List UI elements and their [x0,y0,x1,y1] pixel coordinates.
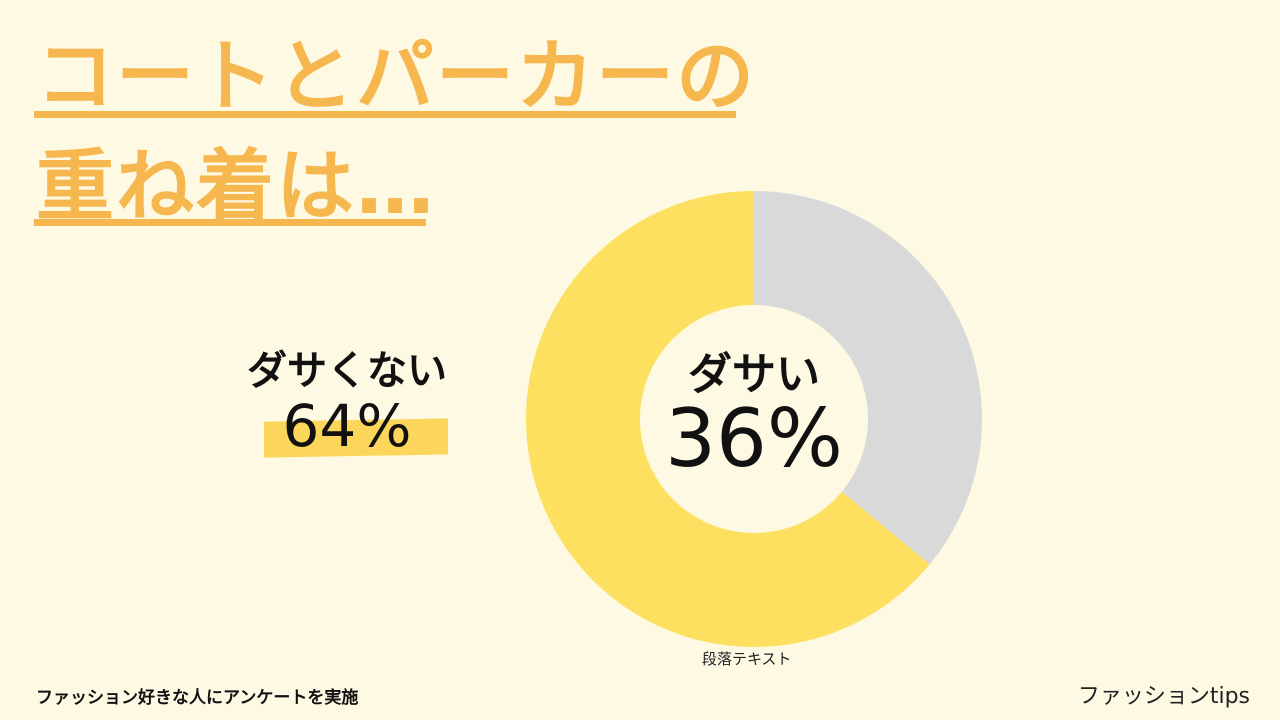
title-line-2: 重ね着は… [36,142,437,232]
dasai-label: ダサい [688,349,820,400]
not-dasai-value: 64% [282,392,412,460]
brand-name: ファッションtips [1077,684,1250,709]
title-line-1: コートとパーカーの [36,32,757,122]
survey-note: ファッション好きな人にアンケートを実施 [36,688,359,708]
title-underline-1 [34,111,736,118]
dasai-value: 36% [665,392,843,485]
donut-hole [640,305,868,533]
donut-slice-0 [754,191,982,565]
title-underline-2 [34,219,426,226]
not-dasai-label: ダサくない [247,348,447,394]
paragraph-caption: 段落テキスト [702,650,792,668]
